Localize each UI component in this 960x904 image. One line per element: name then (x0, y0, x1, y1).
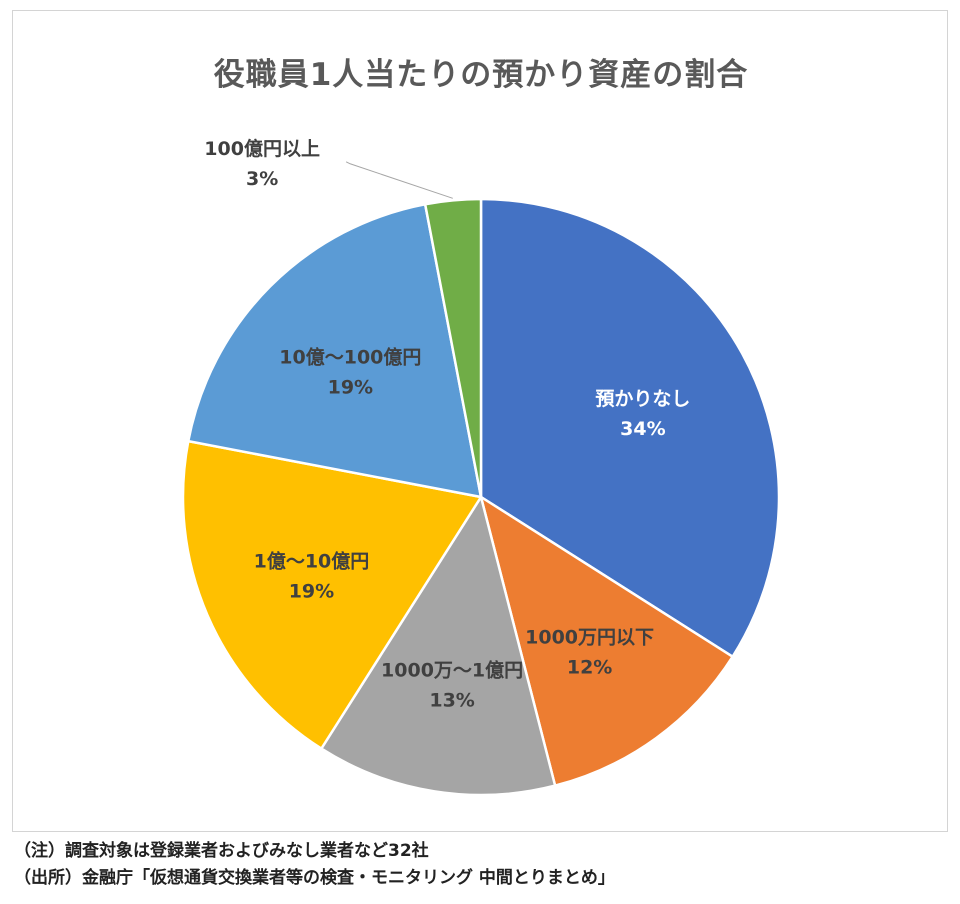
slice-category-label-2: 1000万～1億円 (381, 658, 523, 681)
slice-category-label-1: 1000万円以下 (525, 626, 654, 648)
pie-slice-1 (479, 495, 734, 787)
leader-line-5 (345, 161, 453, 199)
slice-value-label-3: 19% (289, 580, 334, 602)
footnotes: （注）調査対象は登録業者およびみなし業者など32社 （出所）金融庁「仮想通貨交換… (14, 838, 944, 892)
slice-value-label-1: 12% (567, 656, 612, 678)
note-source: （出所）金融庁「仮想通貨交換業者等の検査・モニタリング 中間とりまとめ」 (14, 868, 615, 888)
pie-slice-5 (423, 197, 483, 499)
chart-title: 役職員1人当たりの預かり資産の割合 (213, 57, 749, 93)
chart-frame: 役職員1人当たりの預かり資産の割合 預かりなし 34% 1000万円以下 12% 100… (12, 10, 948, 832)
slice-category-label-5: 100億円以上 (204, 137, 320, 160)
slice-value-label-5: 3% (246, 168, 278, 190)
slice-category-label-3: 1億～10億円 (254, 549, 370, 572)
pie-slice-3 (181, 439, 483, 750)
note-survey-scope: （注）調査対象は登録業者およびみなし業者など32社 (14, 841, 429, 861)
pie-slice-2 (320, 495, 557, 797)
pie-slice-0 (479, 197, 781, 658)
slice-value-label-0: 34% (620, 418, 665, 440)
pie-slice-4 (187, 203, 483, 499)
slice-category-label-4: 10億～100億円 (279, 345, 421, 368)
slice-value-label-2: 13% (429, 689, 474, 711)
slice-category-label-0: 預かりなし (595, 388, 690, 410)
slice-value-label-4: 19% (328, 376, 373, 398)
pie-chart: 預かりなし 34% 1000万円以下 12% 1000万～1億円 13% 1億～10億円 19… (181, 137, 781, 797)
